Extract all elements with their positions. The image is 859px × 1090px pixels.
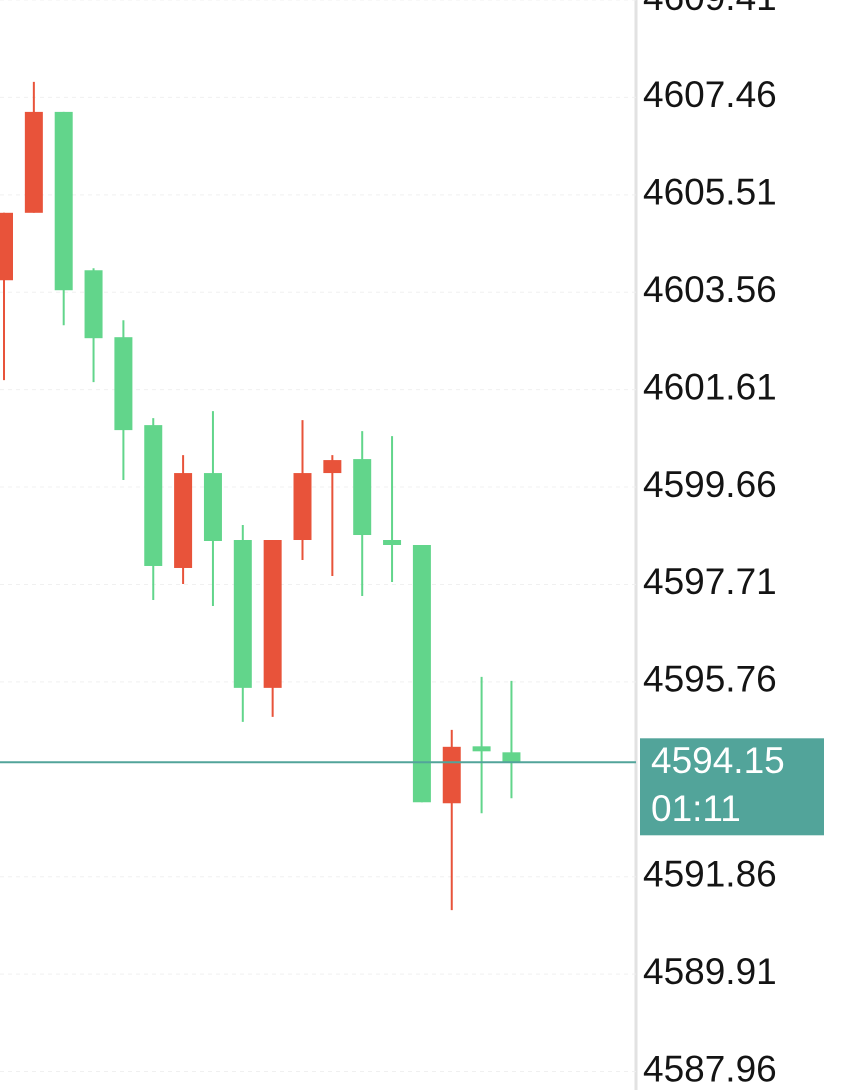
candle-body	[233, 540, 252, 688]
candle-body	[114, 337, 133, 431]
candle-body	[54, 111, 73, 291]
last-price-badge	[640, 738, 824, 836]
candle-body	[502, 752, 521, 763]
y-tick-label: 4605.51	[643, 172, 777, 213]
y-tick-label: 4591.86	[643, 853, 777, 894]
y-tick-label: 4599.66	[643, 464, 777, 505]
candle-body	[0, 212, 13, 281]
candle-body	[24, 111, 43, 213]
y-tick-label: 4587.96	[643, 1048, 777, 1089]
candle-body	[84, 270, 103, 339]
y-tick-label: 4603.56	[643, 269, 777, 310]
y-tick-label: 4589.91	[643, 951, 777, 992]
y-tick-label: 4607.46	[643, 74, 777, 115]
candle-body	[174, 473, 193, 568]
candle-body	[203, 473, 222, 542]
candle-body	[263, 540, 282, 688]
candle-body	[472, 746, 491, 752]
candle-body	[353, 459, 372, 536]
candle-body	[323, 460, 342, 474]
candle-body	[144, 425, 163, 566]
y-tick-label: 4601.61	[643, 366, 777, 407]
countdown-label: 01:11	[651, 788, 741, 829]
candle-body	[383, 540, 402, 545]
candle-body	[442, 746, 461, 804]
y-tick-label: 4597.71	[643, 561, 777, 602]
y-tick-label: 4609.41	[643, 0, 777, 18]
y-tick-label: 4595.76	[643, 659, 777, 700]
candle-body	[293, 473, 312, 541]
candle-body	[412, 545, 431, 803]
last-price-label: 4594.15	[651, 740, 785, 781]
